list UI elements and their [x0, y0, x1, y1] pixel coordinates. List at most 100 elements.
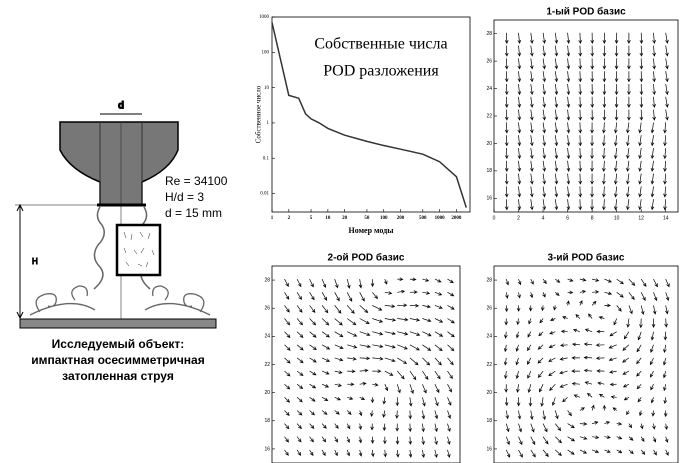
vector-arrow [543, 450, 548, 457]
vector-arrow [602, 148, 605, 158]
vector-arrow [385, 358, 395, 362]
vector-arrow [383, 411, 386, 418]
vector-arrow [653, 97, 656, 107]
vector-arrow [335, 397, 341, 400]
vector-arrow [322, 345, 329, 349]
vector-arrow [555, 292, 559, 295]
vector-arrow [654, 292, 657, 300]
vector-arrow [422, 450, 425, 457]
vector-arrow [384, 450, 387, 457]
vector-arrow [579, 110, 582, 120]
vector-arrow [568, 411, 572, 416]
vector-arrow [549, 345, 555, 348]
vector-arrow [641, 279, 646, 286]
vector-arrow [651, 384, 654, 390]
vector-arrow [609, 358, 616, 361]
vector-arrow [572, 382, 580, 385]
vector-arrow [448, 292, 454, 296]
vector-arrow [518, 186, 521, 196]
vector-arrow [555, 174, 558, 184]
vector-arrow [397, 304, 406, 307]
vector-arrow [347, 424, 350, 429]
vector-arrow [591, 174, 594, 184]
vector-arrow [579, 161, 582, 171]
vector-arrow [567, 186, 570, 196]
vector-arrow [637, 358, 642, 364]
vector-arrow [530, 33, 533, 43]
chart-title: Собственные числа [314, 36, 447, 53]
vector-arrow [572, 356, 580, 359]
vector-arrow [505, 186, 508, 196]
vector-arrow [322, 437, 326, 442]
vector-arrow [527, 358, 530, 364]
x-axis-label: Номер моды [349, 226, 395, 235]
vector-arrow [360, 292, 365, 301]
vector-arrow [615, 97, 618, 107]
vector-arrow [322, 397, 328, 400]
vector-arrow [555, 46, 558, 56]
vector-arrow [360, 305, 368, 312]
vector-arrow [506, 450, 510, 457]
vector-arrow [372, 357, 383, 360]
vector-arrow [598, 382, 604, 385]
vector-arrow [623, 371, 629, 374]
vector-arrow [555, 411, 558, 419]
vector-arrow [639, 411, 642, 416]
vector-arrow [589, 314, 593, 319]
page: d H Re = 34100 H/d = 3 d = 15 mm Исследу… [0, 0, 680, 463]
x-tick-label: 1000 [435, 216, 446, 221]
vector-arrow [604, 292, 611, 295]
chart-title: 2-ой POD базис [328, 252, 405, 264]
vector-arrow [310, 305, 315, 312]
vector-arrow [385, 384, 388, 390]
vector-arrow [347, 319, 356, 325]
vector-arrow [410, 371, 416, 380]
vector-arrow [310, 345, 317, 350]
vector-arrow [640, 58, 643, 68]
vector-arrow [624, 332, 629, 339]
vector-arrow [518, 122, 521, 132]
vector-arrow [651, 148, 654, 158]
vector-arrow [435, 358, 441, 365]
vector-arrow [322, 358, 329, 362]
vector-arrow [665, 305, 668, 313]
vector-arrow [624, 397, 629, 400]
vector-arrow [505, 135, 508, 145]
vector-arrow [615, 46, 618, 56]
y-tick-label: 18 [486, 168, 492, 174]
vector-arrow [422, 437, 425, 445]
vector-arrow [591, 199, 594, 209]
vector-arrow [585, 369, 593, 372]
vector-arrow [615, 58, 618, 68]
vector-arrow [627, 411, 630, 415]
vector-arrow [385, 318, 396, 321]
vector-arrow [614, 135, 617, 145]
vector-arrow [310, 384, 316, 388]
vector-arrow [580, 278, 586, 281]
vector-arrow [297, 397, 302, 402]
vector-arrow [297, 292, 301, 299]
x-tick-label: 500 [419, 216, 427, 221]
vector-arrow [666, 110, 669, 120]
vector-arrow [580, 290, 585, 293]
vector-arrow [591, 71, 594, 81]
x-tick-label: 2 [288, 216, 291, 221]
vector-arrow [435, 345, 442, 351]
vector-arrow [422, 279, 428, 282]
vector-arrow [504, 345, 507, 352]
vector-arrow [580, 408, 584, 411]
vector-arrow [623, 345, 629, 351]
vector-arrow [435, 397, 438, 405]
vector-arrow [539, 332, 543, 336]
vector-arrow [651, 174, 654, 184]
vector-arrow [663, 371, 666, 378]
plot-frame [494, 20, 678, 212]
vector-arrow [505, 71, 508, 81]
vector-arrow [506, 279, 509, 285]
vector-arrow [568, 291, 573, 294]
vector-arrow [531, 279, 534, 284]
vector-arrow [372, 370, 380, 373]
vector-arrow [448, 305, 455, 309]
vector-field [505, 33, 668, 210]
vector-arrow [518, 58, 521, 68]
